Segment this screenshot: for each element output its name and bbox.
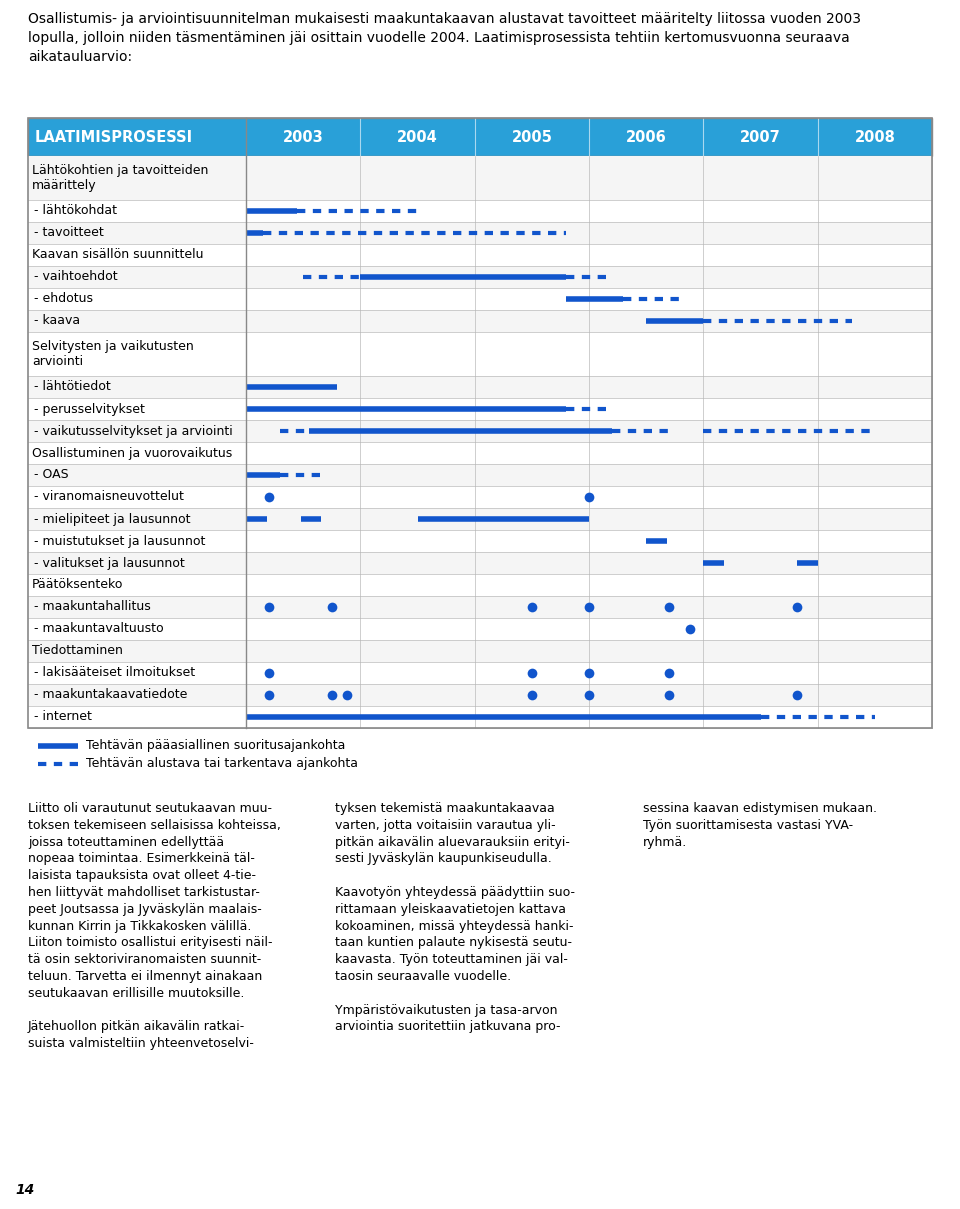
Text: Liitto oli varautunut seutukaavan muu-
toksen tekemiseen sellaisissa kohteissa,
: Liitto oli varautunut seutukaavan muu- t… bbox=[28, 802, 281, 1051]
Text: - OAS: - OAS bbox=[34, 469, 68, 481]
Text: - lähtökohdat: - lähtökohdat bbox=[34, 204, 117, 218]
Text: 2007: 2007 bbox=[740, 129, 780, 145]
Text: - lähtötiedot: - lähtötiedot bbox=[34, 381, 110, 393]
Text: - valitukset ja lausunnot: - valitukset ja lausunnot bbox=[34, 556, 184, 569]
Bar bbox=[28, 118, 932, 156]
Bar bbox=[28, 486, 932, 508]
Bar bbox=[28, 618, 932, 640]
Bar bbox=[28, 640, 932, 663]
Bar bbox=[28, 464, 932, 486]
Text: Osallistumis- ja arviointisuunnitelman mukaisesti maakuntakaavan alustavat tavoi: Osallistumis- ja arviointisuunnitelman m… bbox=[28, 12, 861, 64]
Bar bbox=[28, 332, 932, 376]
Text: - lakisääteiset ilmoitukset: - lakisääteiset ilmoitukset bbox=[34, 666, 195, 679]
Text: Lähtökohtien ja tavoitteiden
määrittely: Lähtökohtien ja tavoitteiden määrittely bbox=[32, 164, 208, 192]
Text: - maakuntavaltuusto: - maakuntavaltuusto bbox=[34, 623, 163, 636]
Text: - maakuntakaavatiedote: - maakuntakaavatiedote bbox=[34, 688, 187, 701]
Bar bbox=[28, 596, 932, 618]
Bar bbox=[28, 574, 932, 596]
Bar bbox=[28, 553, 932, 574]
Text: - kaava: - kaava bbox=[34, 314, 80, 328]
Text: - vaikutusselvitykset ja arviointi: - vaikutusselvitykset ja arviointi bbox=[34, 424, 232, 438]
Bar bbox=[28, 156, 932, 199]
Text: 2008: 2008 bbox=[854, 129, 896, 145]
Text: - maakuntahallitus: - maakuntahallitus bbox=[34, 601, 151, 613]
Bar bbox=[28, 310, 932, 332]
Text: - viranomaisneuvottelut: - viranomaisneuvottelut bbox=[34, 491, 184, 503]
Bar bbox=[28, 222, 932, 244]
Text: Päätöksenteko: Päätöksenteko bbox=[32, 578, 124, 591]
Text: 2006: 2006 bbox=[626, 129, 666, 145]
Text: - muistutukset ja lausunnot: - muistutukset ja lausunnot bbox=[34, 534, 205, 548]
Text: Tiedottaminen: Tiedottaminen bbox=[32, 644, 123, 658]
Bar bbox=[28, 199, 932, 222]
Bar bbox=[28, 244, 932, 266]
Text: 14: 14 bbox=[15, 1182, 35, 1197]
Bar bbox=[28, 376, 932, 398]
Text: 2005: 2005 bbox=[512, 129, 552, 145]
Bar bbox=[28, 442, 932, 464]
Text: - internet: - internet bbox=[34, 711, 92, 723]
Text: - ehdotus: - ehdotus bbox=[34, 293, 93, 306]
Text: - mielipiteet ja lausunnot: - mielipiteet ja lausunnot bbox=[34, 513, 190, 526]
Text: - perusselvitykset: - perusselvitykset bbox=[34, 403, 145, 416]
Text: sessina kaavan edistymisen mukaan.
Työn suorittamisesta vastasi YVA-
ryhmä.: sessina kaavan edistymisen mukaan. Työn … bbox=[642, 802, 876, 849]
Bar bbox=[28, 684, 932, 706]
Text: Osallistuminen ja vuorovaikutus: Osallistuminen ja vuorovaikutus bbox=[32, 446, 232, 459]
Bar bbox=[28, 266, 932, 288]
Bar bbox=[28, 398, 932, 420]
Bar bbox=[28, 663, 932, 684]
Text: LAATIMISPROSESSI: LAATIMISPROSESSI bbox=[35, 129, 193, 145]
Bar bbox=[28, 530, 932, 553]
Text: - vaihtoehdot: - vaihtoehdot bbox=[34, 271, 118, 283]
Bar bbox=[28, 288, 932, 310]
Text: Kaavan sisällön suunnittelu: Kaavan sisällön suunnittelu bbox=[32, 249, 204, 261]
Bar bbox=[28, 420, 932, 442]
Text: tyksen tekemistä maakuntakaavaa
varten, jotta voitaisiin varautua yli-
pitkän ai: tyksen tekemistä maakuntakaavaa varten, … bbox=[335, 802, 575, 1034]
Bar bbox=[28, 118, 932, 156]
Bar bbox=[28, 118, 932, 728]
Text: Tehtävän pääasiallinen suoritusajankohta: Tehtävän pääasiallinen suoritusajankohta bbox=[86, 740, 346, 752]
Text: - tavoitteet: - tavoitteet bbox=[34, 226, 104, 239]
Text: 2004: 2004 bbox=[397, 129, 438, 145]
Text: Tehtävän alustava tai tarkentava ajankohta: Tehtävän alustava tai tarkentava ajankoh… bbox=[86, 758, 358, 770]
Bar bbox=[28, 706, 932, 728]
Text: 2003: 2003 bbox=[283, 129, 324, 145]
Bar bbox=[28, 508, 932, 530]
Text: Selvitysten ja vaikutusten
arviointi: Selvitysten ja vaikutusten arviointi bbox=[32, 340, 194, 368]
